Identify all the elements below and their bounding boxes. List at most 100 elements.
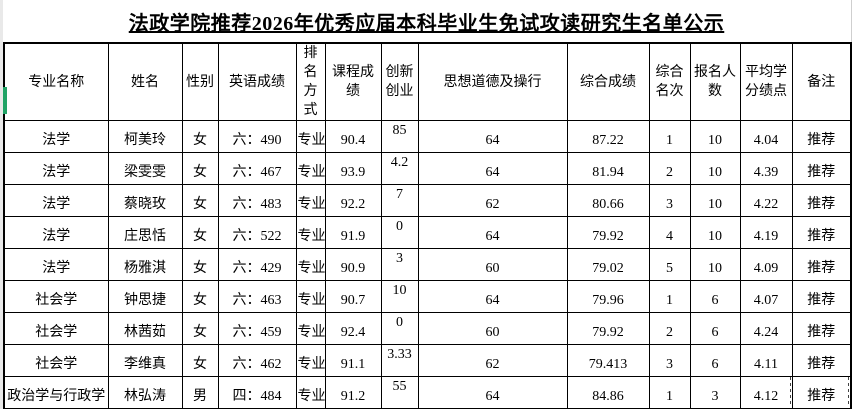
cell[interactable]: 0 <box>380 312 419 345</box>
cell[interactable]: 社会学 <box>3 344 109 377</box>
cell[interactable]: 6 <box>689 312 741 345</box>
cell[interactable]: 4.24 <box>739 312 793 345</box>
cell[interactable]: 2 <box>648 152 691 185</box>
cell[interactable]: 专业 <box>295 344 326 377</box>
cell[interactable]: 1 <box>648 120 691 153</box>
cell[interactable]: 男 <box>181 376 219 409</box>
cell[interactable]: 87.22 <box>566 120 650 153</box>
cell[interactable]: 60 <box>417 248 568 281</box>
cell[interactable]: 法学 <box>3 216 109 249</box>
cell[interactable]: 柯美玲 <box>107 120 183 153</box>
cell[interactable]: 李维真 <box>107 344 183 377</box>
cell[interactable]: 64 <box>417 280 568 313</box>
cell[interactable]: 81.94 <box>566 152 650 185</box>
cell[interactable]: 6 <box>689 280 741 313</box>
column-header[interactable]: 报名人数 <box>689 42 741 121</box>
cell[interactable]: 专业 <box>295 376 326 409</box>
cell[interactable]: 4.2 <box>380 152 419 185</box>
cell[interactable]: 杨雅淇 <box>107 248 183 281</box>
cell[interactable]: 4.07 <box>739 280 793 313</box>
cell[interactable]: 4.09 <box>739 248 793 281</box>
cell[interactable]: 64 <box>417 152 568 185</box>
cell[interactable]: 社会学 <box>3 280 109 313</box>
cell[interactable]: 女 <box>181 344 219 377</box>
cell[interactable]: 六：459 <box>217 312 297 345</box>
cell[interactable]: 4.22 <box>739 184 793 217</box>
column-header[interactable]: 课程成绩 <box>324 42 382 121</box>
cell[interactable]: 3 <box>380 248 419 281</box>
cell[interactable]: 10 <box>380 280 419 313</box>
cell[interactable]: 93.9 <box>324 152 382 185</box>
cell[interactable]: 专业 <box>295 120 326 153</box>
cell[interactable]: 六：462 <box>217 344 297 377</box>
cell[interactable]: 蔡晓玫 <box>107 184 183 217</box>
cell[interactable]: 专业 <box>295 248 326 281</box>
cell[interactable]: 85 <box>380 120 419 153</box>
cell[interactable]: 推荐 <box>791 216 852 249</box>
cell[interactable]: 6 <box>689 344 741 377</box>
cell[interactable]: 法学 <box>3 120 109 153</box>
cell[interactable]: 六：483 <box>217 184 297 217</box>
cell[interactable]: 79.02 <box>566 248 650 281</box>
cell[interactable]: 六：429 <box>217 248 297 281</box>
cell[interactable]: 79.96 <box>566 280 650 313</box>
cell[interactable]: 4 <box>648 216 691 249</box>
cell[interactable]: 4.39 <box>739 152 793 185</box>
cell[interactable]: 10 <box>689 216 741 249</box>
cell[interactable]: 推荐 <box>791 248 852 281</box>
cell[interactable]: 推荐 <box>791 312 852 345</box>
cell[interactable]: 2 <box>648 312 691 345</box>
column-header[interactable]: 综合成绩 <box>566 42 650 121</box>
cell[interactable]: 64 <box>417 376 568 409</box>
cell[interactable]: 女 <box>181 248 219 281</box>
cell[interactable]: 4.19 <box>739 216 793 249</box>
cell[interactable]: 3 <box>689 376 741 409</box>
cell[interactable]: 10 <box>689 152 741 185</box>
cell[interactable]: 推荐 <box>791 376 852 409</box>
cell[interactable]: 79.92 <box>566 216 650 249</box>
cell[interactable]: 55 <box>380 376 419 409</box>
cell[interactable]: 六：490 <box>217 120 297 153</box>
cell[interactable]: 4.04 <box>739 120 793 153</box>
cell[interactable]: 政治学与行政学 <box>3 376 109 409</box>
column-header[interactable]: 性别 <box>181 42 219 121</box>
cell[interactable]: 女 <box>181 312 219 345</box>
cell[interactable]: 3.33 <box>380 344 419 377</box>
cell[interactable]: 79.92 <box>566 312 650 345</box>
cell[interactable]: 女 <box>181 152 219 185</box>
cell[interactable]: 专业 <box>295 152 326 185</box>
cell[interactable]: 4.11 <box>739 344 793 377</box>
cell[interactable]: 社会学 <box>3 312 109 345</box>
cell[interactable]: 女 <box>181 216 219 249</box>
cell[interactable]: 推荐 <box>791 184 852 217</box>
cell[interactable]: 推荐 <box>791 280 852 313</box>
cell[interactable]: 庄思恬 <box>107 216 183 249</box>
cell[interactable]: 64 <box>417 120 568 153</box>
cell[interactable]: 79.413 <box>566 344 650 377</box>
title-cell[interactable]: 法政学院推荐2026年优秀应届本科毕业生免试攻读研究生名单公示 <box>3 0 850 42</box>
cell[interactable]: 92.4 <box>324 312 382 345</box>
column-header[interactable]: 排名方式 <box>295 42 326 121</box>
column-header[interactable]: 思想道德及操行 <box>417 42 568 121</box>
cell[interactable]: 4.12 <box>739 376 793 409</box>
cell[interactable]: 专业 <box>295 280 326 313</box>
cell[interactable]: 钟思捷 <box>107 280 183 313</box>
column-header[interactable]: 姓名 <box>107 42 183 121</box>
cell[interactable]: 90.7 <box>324 280 382 313</box>
cell[interactable]: 5 <box>648 248 691 281</box>
cell[interactable]: 3 <box>648 344 691 377</box>
column-header[interactable]: 综合名次 <box>648 42 691 121</box>
cell[interactable]: 0 <box>380 216 419 249</box>
cell[interactable]: 62 <box>417 344 568 377</box>
column-header[interactable]: 专业名称 <box>3 42 109 121</box>
cell[interactable]: 90.9 <box>324 248 382 281</box>
cell[interactable]: 7 <box>380 184 419 217</box>
cell[interactable]: 六：522 <box>217 216 297 249</box>
cell[interactable]: 法学 <box>3 152 109 185</box>
cell[interactable]: 专业 <box>295 312 326 345</box>
cell[interactable]: 91.1 <box>324 344 382 377</box>
cell[interactable]: 90.4 <box>324 120 382 153</box>
cell[interactable]: 92.2 <box>324 184 382 217</box>
column-header[interactable]: 平均学分绩点 <box>739 42 793 121</box>
cell[interactable]: 60 <box>417 312 568 345</box>
